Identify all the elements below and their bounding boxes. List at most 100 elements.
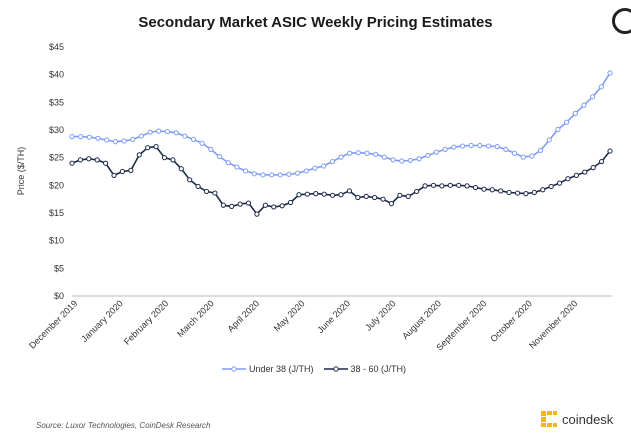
data-point-38-60 — [178, 166, 184, 172]
data-point-38-60 — [136, 152, 142, 158]
data-point-38-60 — [590, 165, 596, 171]
data-point-under-38 — [477, 142, 483, 149]
data-point-under-38 — [147, 129, 153, 135]
data-point-38-60 — [245, 200, 252, 206]
data-point-38-60 — [161, 155, 168, 161]
data-point-under-38 — [199, 140, 205, 146]
data-point-38-60 — [212, 190, 218, 196]
data-point-38-60 — [313, 191, 319, 197]
data-point-38-60 — [271, 204, 277, 210]
data-point-38-60 — [363, 193, 369, 199]
data-point-under-38 — [399, 158, 405, 164]
data-point-38-60 — [464, 183, 470, 189]
data-point-under-38 — [564, 119, 570, 125]
data-point-under-38 — [251, 171, 257, 177]
data-point-under-38 — [347, 150, 353, 156]
x-tick-label: August 2020 — [400, 298, 443, 341]
data-point-38-60 — [128, 167, 134, 173]
data-point-under-38 — [355, 150, 361, 156]
data-point-38-60 — [203, 188, 210, 195]
data-point-38-60 — [338, 192, 344, 198]
x-tick-label: February 2020 — [122, 298, 170, 346]
coindesk-logo: coindesk — [540, 410, 613, 428]
data-point-under-38 — [312, 165, 318, 171]
corner-circle-icon — [612, 8, 631, 34]
coindesk-wordmark: coindesk — [562, 411, 614, 427]
data-point-under-38 — [190, 136, 197, 143]
data-point-38-60 — [119, 168, 126, 175]
data-point-38-60 — [540, 187, 546, 193]
data-point-under-38 — [121, 138, 127, 144]
data-point-38-60 — [489, 187, 495, 193]
data-point-under-38 — [225, 160, 231, 166]
legend-item-38-60: 38 - 60 (J/TH) — [323, 364, 407, 374]
data-point-38-60 — [170, 157, 176, 163]
y-tick-label: $35 — [49, 97, 64, 107]
legend-label-38-60: 38 - 60 (J/TH) — [350, 364, 407, 374]
data-point-38-60 — [506, 189, 512, 196]
data-point-under-38 — [581, 102, 587, 108]
data-point-38-60 — [582, 169, 588, 175]
data-point-under-38 — [503, 146, 509, 152]
data-point-under-38 — [286, 171, 292, 177]
data-point-38-60 — [195, 183, 201, 190]
coindesk-logo-icon — [541, 411, 557, 427]
data-point-38-60 — [355, 194, 361, 201]
legend-swatch-38-60 — [323, 366, 348, 372]
data-point-under-38 — [95, 135, 101, 141]
data-point-38-60 — [237, 201, 243, 207]
data-point-under-38 — [69, 134, 75, 140]
data-point-38-60 — [456, 182, 462, 188]
data-point-38-60 — [481, 186, 487, 192]
data-point-under-38 — [130, 136, 136, 143]
x-tick-label: June 2020 — [315, 298, 352, 335]
data-point-38-60 — [346, 188, 353, 194]
data-point-38-60 — [565, 176, 571, 182]
data-point-under-38 — [442, 146, 448, 152]
data-point-under-38 — [433, 149, 440, 155]
data-point-under-38 — [529, 153, 535, 159]
y-tick-label: $40 — [49, 70, 64, 80]
data-point-38-60 — [220, 202, 226, 208]
data-point-under-38 — [373, 151, 379, 157]
data-point-under-38 — [295, 170, 301, 176]
data-point-38-60 — [531, 189, 537, 196]
data-point-38-60 — [254, 211, 260, 217]
y-tick-label: $15 — [49, 208, 64, 218]
data-point-38-60 — [556, 180, 563, 186]
x-tick-label: November 2020 — [527, 298, 579, 350]
data-point-under-38 — [364, 150, 370, 156]
data-point-under-38 — [321, 163, 327, 169]
data-point-under-38 — [546, 137, 552, 143]
data-point-38-60 — [69, 160, 75, 166]
data-point-under-38 — [138, 133, 145, 139]
data-point-38-60 — [77, 157, 84, 163]
data-point-under-38 — [459, 143, 466, 149]
legend-label-under-38: Under 38 (J/TH) — [249, 364, 314, 374]
data-point-under-38 — [590, 94, 596, 100]
data-point-under-38 — [268, 172, 275, 178]
data-point-38-60 — [94, 157, 100, 163]
data-point-38-60 — [598, 158, 605, 165]
data-point-under-38 — [338, 154, 344, 160]
source-note: Source: Luxor Technologies, CoinDesk Res… — [36, 421, 211, 430]
data-point-under-38 — [182, 133, 188, 139]
data-point-under-38 — [485, 143, 492, 149]
data-point-under-38 — [537, 147, 544, 154]
data-point-38-60 — [472, 184, 479, 191]
data-point-under-38 — [156, 128, 162, 134]
data-point-under-38 — [303, 168, 309, 174]
y-tick-label: $45 — [49, 42, 64, 52]
data-point-under-38 — [598, 84, 604, 90]
data-point-under-38 — [381, 154, 387, 160]
x-tick-label: April 2020 — [226, 298, 262, 334]
x-tick-label: December 2019 — [27, 298, 79, 350]
data-point-under-38 — [260, 172, 266, 178]
data-point-under-38 — [607, 70, 613, 76]
data-point-under-38 — [511, 150, 518, 156]
data-point-38-60 — [607, 148, 613, 154]
data-point-38-60 — [304, 191, 310, 197]
data-point-under-38 — [329, 158, 335, 165]
data-point-under-38 — [86, 134, 92, 140]
data-point-under-38 — [407, 157, 414, 164]
